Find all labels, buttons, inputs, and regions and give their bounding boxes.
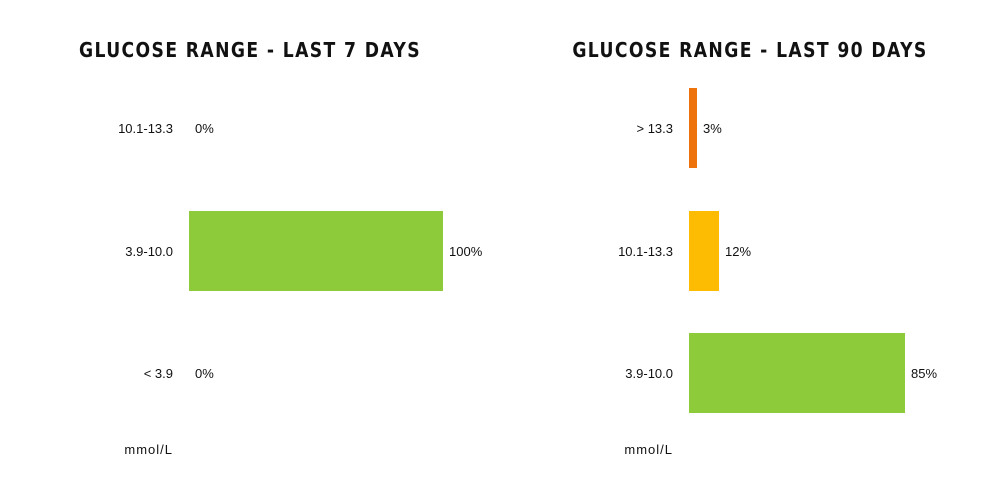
- category-label: 10.1-13.3: [618, 243, 673, 259]
- value-label: 100%: [449, 243, 483, 259]
- unit-label: mmol/L: [124, 442, 173, 457]
- value-label: 0%: [195, 365, 214, 381]
- bar: [689, 211, 719, 291]
- bar: [189, 211, 443, 291]
- bar-row: > 13.3 3%: [500, 88, 1000, 168]
- category-label: 3.9-10.0: [625, 365, 673, 381]
- chart-90-days: GLUCOSE RANGE - LAST 90 DAYS > 13.3 3% 10.…: [500, 0, 1000, 500]
- bar-row: 10.1-13.3 12%: [500, 211, 1000, 291]
- bar-row: 3.9-10.0 85%: [500, 333, 1000, 413]
- unit-label: mmol/L: [624, 442, 673, 457]
- chart-title: GLUCOSE RANGE - LAST 90 DAYS: [572, 38, 928, 62]
- chart-title: GLUCOSE RANGE - LAST 7 DAYS: [78, 38, 422, 62]
- value-label: 0%: [195, 120, 214, 136]
- value-label: 3%: [703, 120, 722, 136]
- bar-row: 3.9-10.0 100%: [0, 211, 500, 291]
- category-label: 10.1-13.3: [118, 120, 173, 136]
- category-label: 3.9-10.0: [125, 243, 173, 259]
- chart-7-days: GLUCOSE RANGE - LAST 7 DAYS 10.1-13.3 0% 3…: [0, 38, 500, 457]
- value-label: 85%: [911, 365, 938, 381]
- value-label: 12%: [725, 243, 752, 259]
- category-label: < 3.9: [143, 365, 173, 381]
- category-label: > 13.3: [636, 120, 673, 136]
- bar: [689, 333, 905, 413]
- bar-row: < 3.9 0%: [0, 333, 500, 413]
- bar-row: 10.1-13.3 0%: [0, 88, 500, 168]
- bar: [689, 88, 697, 168]
